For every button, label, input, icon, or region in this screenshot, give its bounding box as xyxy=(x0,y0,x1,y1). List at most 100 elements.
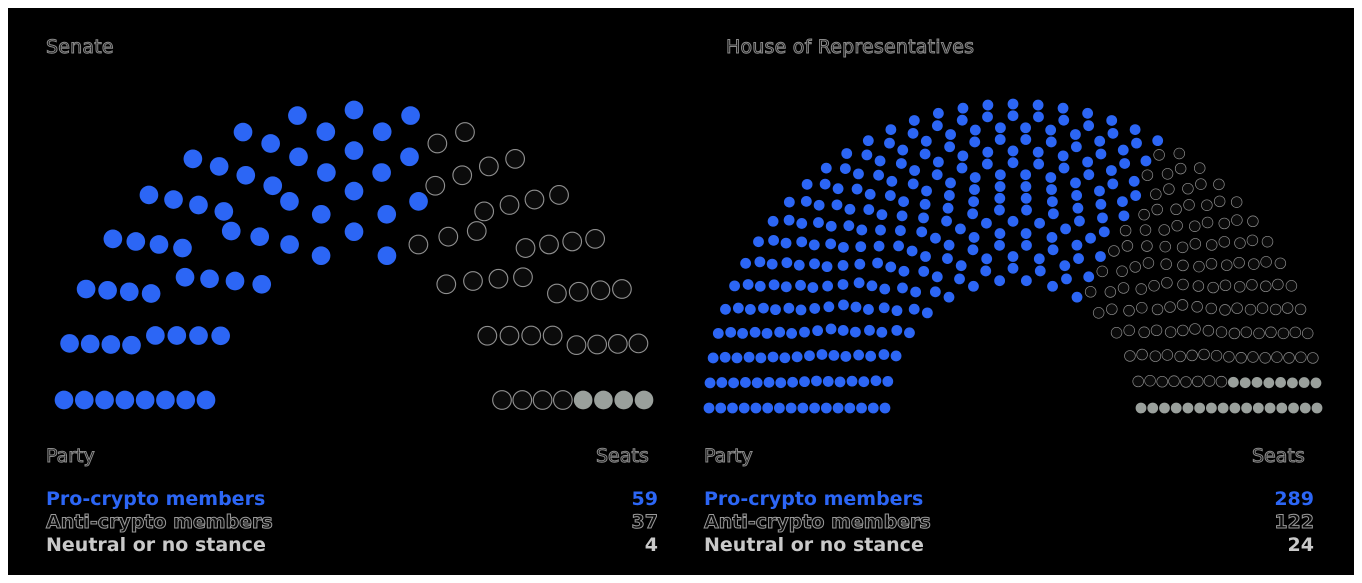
seat-pro xyxy=(920,135,932,147)
seat-anti xyxy=(1117,282,1130,294)
seat-anti xyxy=(499,195,520,215)
seat-pro xyxy=(943,239,955,251)
seat-pro xyxy=(908,115,920,126)
seat-pro xyxy=(956,162,968,174)
seat-pro xyxy=(822,376,834,387)
seat-anti xyxy=(1295,351,1307,363)
seat-neutral xyxy=(594,390,613,410)
seat-pro xyxy=(740,257,752,269)
seat-pro xyxy=(864,324,875,336)
seat-pro xyxy=(807,282,819,293)
seat-pro xyxy=(866,280,878,292)
seat-pro xyxy=(316,122,336,142)
seat-pro xyxy=(931,120,943,132)
seat-anti xyxy=(1182,182,1194,195)
seat-pro xyxy=(775,377,787,389)
seat-anti xyxy=(1164,301,1176,313)
seat-neutral xyxy=(1170,402,1182,414)
seat-pro xyxy=(214,202,234,221)
seat-pro xyxy=(1071,239,1083,251)
seat-pro xyxy=(854,258,866,270)
seat-neutral xyxy=(1194,402,1206,414)
seat-pro xyxy=(981,217,992,229)
seat-pro xyxy=(855,241,867,253)
seat-pro xyxy=(816,349,828,360)
seat-pro xyxy=(908,303,920,315)
seat-pro xyxy=(968,232,980,243)
seat-pro xyxy=(863,304,874,315)
seat-pro xyxy=(400,147,419,167)
seat-anti xyxy=(1174,350,1186,363)
seat-neutral xyxy=(614,390,634,410)
seat-pro xyxy=(982,146,994,158)
seat-pro xyxy=(377,204,397,224)
seat-anti xyxy=(1193,260,1205,273)
seat-pro xyxy=(980,265,992,277)
seat-anti xyxy=(1247,351,1259,363)
seat-pro xyxy=(907,178,919,190)
seat-neutral xyxy=(1239,377,1251,389)
seat-pro xyxy=(876,326,888,338)
seat-anti xyxy=(1150,324,1163,337)
seat-anti xyxy=(1170,203,1182,216)
seat-anti xyxy=(452,165,473,186)
seat-pro xyxy=(786,328,798,339)
seat-pro xyxy=(853,277,865,289)
seat-pro xyxy=(954,273,965,285)
seat-anti xyxy=(1092,307,1105,319)
seat-pro xyxy=(344,100,364,120)
seat-pro xyxy=(288,106,307,125)
seat-anti xyxy=(1213,178,1225,191)
seat-pro xyxy=(1131,137,1142,149)
seat-pro xyxy=(898,196,909,208)
seat-pro xyxy=(994,181,1006,192)
seat-anti xyxy=(1233,281,1246,293)
seat-pro xyxy=(886,175,898,187)
seat-pro xyxy=(749,326,761,338)
seat-anti xyxy=(1116,265,1128,277)
seat-pro xyxy=(885,261,897,273)
seat-neutral xyxy=(1287,377,1298,389)
seat-pro xyxy=(861,149,873,161)
seat-pro xyxy=(822,280,834,292)
seat-anti xyxy=(1271,351,1283,363)
seat-anti xyxy=(1277,327,1290,340)
seat-anti xyxy=(1247,215,1259,228)
seat-pro xyxy=(781,257,793,269)
seat-pro xyxy=(1020,192,1032,204)
seat-pro xyxy=(872,257,883,269)
house-panel: House of Representatives Party Seats Pro… xyxy=(688,8,1354,575)
legend-value: 59 xyxy=(631,488,658,510)
seat-anti xyxy=(524,189,545,210)
seat-anti xyxy=(1235,352,1247,364)
seat-pro xyxy=(969,172,981,183)
seat-pro xyxy=(982,111,993,123)
seat-pro xyxy=(1059,260,1071,272)
seat-pro xyxy=(797,402,809,414)
seat-pro xyxy=(813,217,824,228)
seat-pro xyxy=(1098,226,1110,238)
seat-pro xyxy=(843,220,855,232)
seat-anti xyxy=(1201,216,1214,229)
seat-anti xyxy=(1215,326,1228,338)
seat-neutral xyxy=(1251,376,1263,388)
seat-pro xyxy=(942,202,954,214)
seat-pro xyxy=(1095,198,1107,210)
seat-anti xyxy=(1253,327,1265,340)
seat-pro xyxy=(825,238,837,250)
seat-pro xyxy=(1032,99,1044,111)
seat-pro xyxy=(115,390,135,410)
seat-pro xyxy=(821,261,833,273)
seat-anti xyxy=(1176,299,1189,311)
seat-pro xyxy=(122,335,141,355)
seat-anti xyxy=(1150,188,1162,200)
senate-panel: Senate Party Seats Pro-crypto members 59… xyxy=(8,8,688,575)
seat-pro xyxy=(873,240,885,252)
seat-anti xyxy=(1294,303,1307,316)
chart-canvas: Senate Party Seats Pro-crypto members 59… xyxy=(8,8,1354,575)
seat-pro xyxy=(907,127,919,139)
seat-pro xyxy=(994,192,1006,204)
seat-anti xyxy=(1177,278,1189,291)
seat-pro xyxy=(755,352,767,364)
seat-anti xyxy=(1158,224,1170,236)
